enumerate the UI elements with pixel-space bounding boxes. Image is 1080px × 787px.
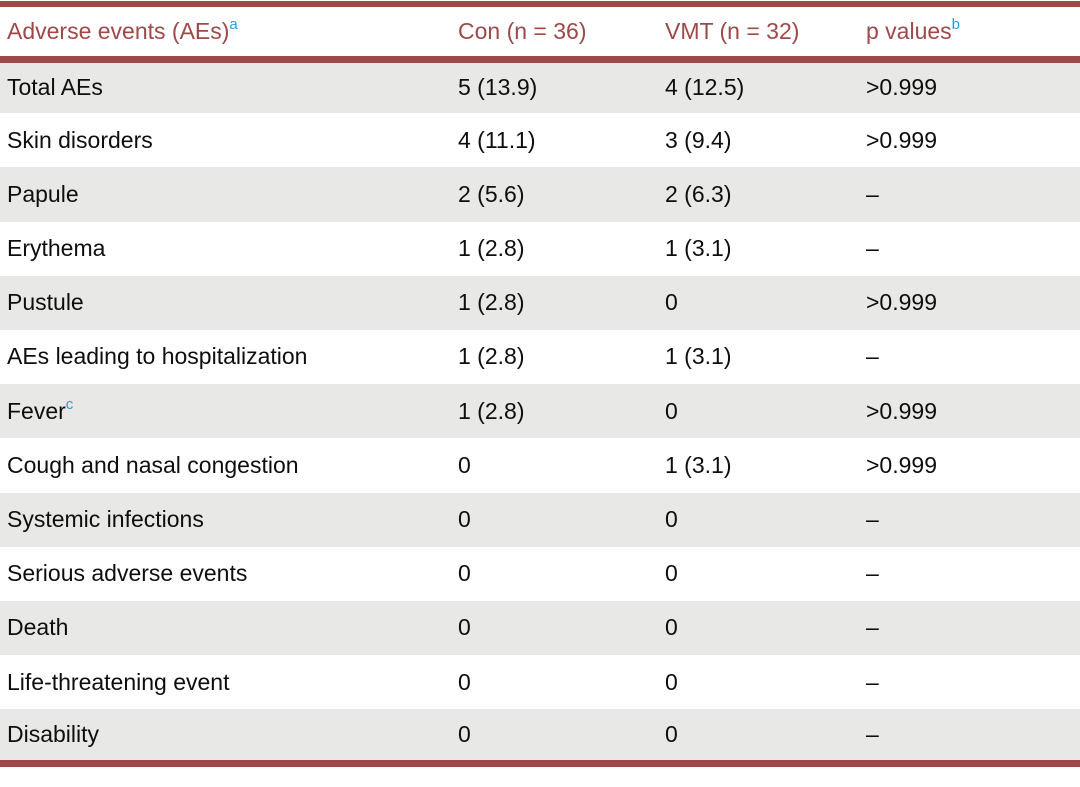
cell-adverse-event: Erythema — [0, 221, 458, 276]
row-label: Systemic infections — [7, 505, 204, 532]
table-row: AEs leading to hospitalization 1 (2.8) 1… — [0, 329, 1080, 385]
cell-con-value: 0 — [458, 546, 665, 601]
cell-p-value: >0.999 — [866, 275, 1080, 330]
cell-adverse-event: Total AEs — [0, 59, 458, 114]
cell-p-value: – — [866, 221, 1080, 276]
row-label: Pustule — [7, 289, 84, 316]
cell-p-value: – — [866, 329, 1080, 385]
cell-vmt-value: 1 (3.1) — [665, 438, 866, 493]
row-label: Papule — [7, 180, 79, 207]
footnote-marker-a: a — [229, 15, 238, 33]
cell-con-value: 2 (5.6) — [458, 167, 665, 222]
cell-vmt-value: 0 — [665, 275, 866, 330]
cell-p-value: >0.999 — [866, 59, 1080, 114]
cell-vmt-value: 0 — [665, 546, 866, 601]
cell-adverse-event: Systemic infections — [0, 492, 458, 547]
cell-p-value: – — [866, 546, 1080, 601]
cell-con-value: 1 (2.8) — [458, 384, 665, 439]
header-adverse-events: Adverse events (AEs)a — [0, 4, 458, 63]
row-label: Total AEs — [7, 74, 103, 101]
row-label: Disability — [7, 720, 100, 747]
cell-p-value: – — [866, 655, 1080, 710]
row-label: Erythema — [7, 235, 106, 261]
cell-con-value: 5 (13.9) — [458, 59, 665, 114]
header-label: Adverse events (AEs) — [7, 17, 230, 44]
cell-con-value: 1 (2.8) — [458, 329, 665, 385]
table-row: Serious adverse events 0 0 – — [0, 546, 1080, 601]
header-p-values: p valuesb — [866, 4, 1080, 63]
row-label: Life-threatening event — [7, 668, 230, 695]
cell-adverse-event: Pustule — [0, 275, 458, 330]
cell-vmt-value: 0 — [665, 492, 866, 547]
cell-vmt-value: 4 (12.5) — [665, 59, 866, 114]
cell-adverse-event: Cough and nasal congestion — [0, 438, 458, 493]
header-row: Adverse events (AEs)a Con (n = 36) VMT (… — [0, 4, 1080, 63]
row-label: Death — [7, 614, 69, 641]
cell-vmt-value: 0 — [665, 655, 866, 710]
cell-adverse-event: Skin disorders — [0, 113, 458, 168]
header-label: Con (n = 36) — [458, 17, 587, 44]
cell-adverse-event: Papule — [0, 167, 458, 222]
cell-con-value: 0 — [458, 600, 665, 656]
table-row: Feverc 1 (2.8) 0 >0.999 — [0, 384, 1080, 439]
table-row: Total AEs 5 (13.9) 4 (12.5) >0.999 — [0, 59, 1080, 114]
table-header: Adverse events (AEs)a Con (n = 36) VMT (… — [0, 4, 1080, 63]
table-row: Erythema 1 (2.8) 1 (3.1) – — [0, 221, 1080, 276]
cell-vmt-value: 3 (9.4) — [665, 113, 866, 168]
cell-adverse-event: AEs leading to hospitalization — [0, 329, 458, 385]
table-row: Disability 0 0 – — [0, 709, 1080, 764]
cell-p-value: – — [866, 492, 1080, 547]
table-row: Skin disorders 4 (11.1) 3 (9.4) >0.999 — [0, 113, 1080, 168]
cell-vmt-value: 0 — [665, 600, 866, 656]
footnote-marker: c — [65, 395, 74, 413]
table-body: Total AEs 5 (13.9) 4 (12.5) >0.999 Skin … — [0, 59, 1080, 764]
adverse-events-table: Adverse events (AEs)a Con (n = 36) VMT (… — [0, 1, 1080, 767]
cell-con-value: 1 (2.8) — [458, 275, 665, 330]
cell-p-value: – — [866, 167, 1080, 222]
cell-con-value: 0 — [458, 709, 665, 764]
cell-p-value: >0.999 — [866, 113, 1080, 168]
row-label: Cough and nasal congestion — [7, 451, 299, 478]
cell-vmt-value: 0 — [665, 709, 866, 764]
cell-con-value: 1 (2.8) — [458, 221, 665, 276]
row-label: Fever — [7, 397, 66, 424]
row-label: Serious adverse events — [7, 560, 248, 587]
table-row: Life-threatening event 0 0 – — [0, 655, 1080, 710]
cell-p-value: >0.999 — [866, 438, 1080, 493]
footnote-marker-b: b — [951, 15, 961, 33]
header-vmt: VMT (n = 32) — [665, 4, 866, 63]
table-row: Systemic infections 0 0 – — [0, 492, 1080, 547]
cell-adverse-event: Disability — [0, 709, 458, 764]
cell-adverse-event: Serious adverse events — [0, 546, 458, 601]
cell-adverse-event: Life-threatening event — [0, 655, 458, 710]
table-row: Death 0 0 – — [0, 600, 1080, 656]
cell-vmt-value: 1 (3.1) — [665, 221, 866, 276]
cell-con-value: 4 (11.1) — [458, 113, 665, 168]
row-label: Skin disorders — [7, 126, 153, 153]
header-label: VMT (n = 32) — [665, 17, 800, 44]
cell-vmt-value: 1 (3.1) — [665, 329, 866, 385]
cell-con-value: 0 — [458, 655, 665, 710]
header-label: p values — [866, 17, 952, 44]
cell-con-value: 0 — [458, 438, 665, 493]
cell-vmt-value: 2 (6.3) — [665, 167, 866, 222]
row-label: AEs leading to hospitalization — [7, 343, 308, 370]
cell-adverse-event: Death — [0, 600, 458, 656]
cell-p-value: >0.999 — [866, 384, 1080, 439]
cell-con-value: 0 — [458, 492, 665, 547]
cell-p-value: – — [866, 600, 1080, 656]
header-con: Con (n = 36) — [458, 4, 665, 63]
table-row: Cough and nasal congestion 0 1 (3.1) >0.… — [0, 438, 1080, 493]
table-row: Pustule 1 (2.8) 0 >0.999 — [0, 275, 1080, 330]
cell-adverse-event: Feverc — [0, 384, 458, 439]
table-row: Papule 2 (5.6) 2 (6.3) – — [0, 167, 1080, 222]
cell-p-value: – — [866, 709, 1080, 764]
cell-vmt-value: 0 — [665, 384, 866, 439]
